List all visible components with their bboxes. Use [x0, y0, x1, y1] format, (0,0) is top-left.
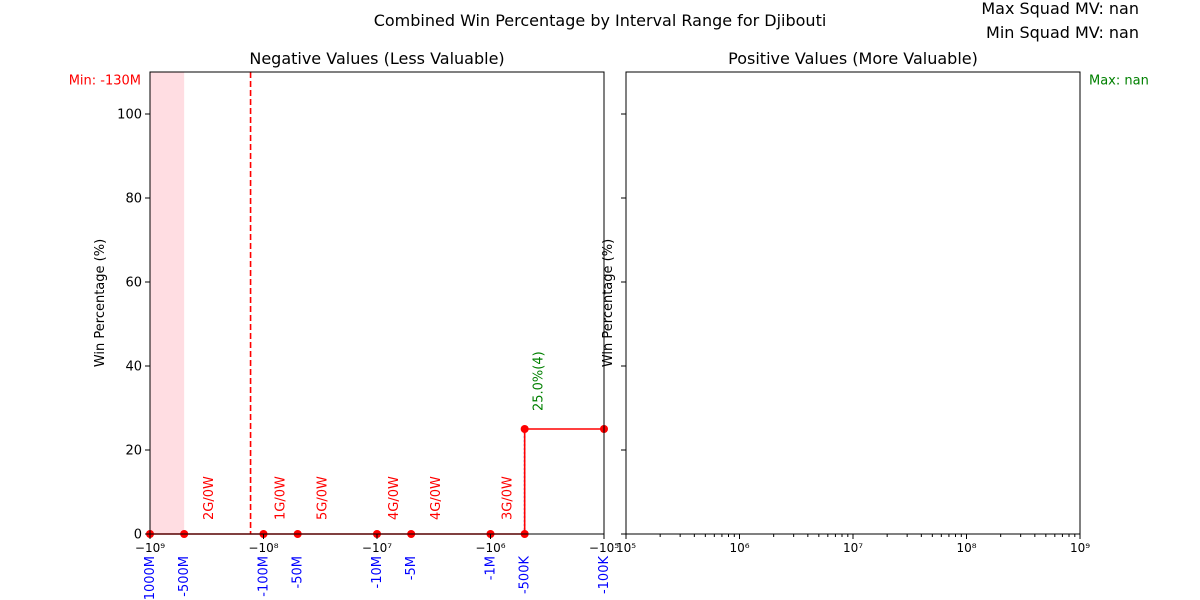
- x-tick-label: 10⁵: [616, 541, 636, 555]
- axes-frame: [625, 71, 1081, 535]
- x-tick-label: 10⁸: [956, 541, 976, 555]
- games-annotation: 2G/0W: [202, 476, 217, 520]
- min-marker-label: Min: -130M: [69, 74, 141, 89]
- interval-label: -1000M: [143, 556, 158, 600]
- max-marker-label: Max: nan: [1089, 74, 1149, 89]
- max-squad-mv-label: Max Squad MV: nan: [981, 0, 1139, 18]
- panel-title: Negative Values (Less Valuable): [249, 49, 504, 68]
- negative-values-panel: Min: -130M 2G/0W 1G/0W 5G/0W 4G/0W 4G/0W 3G/0W…: [69, 49, 620, 600]
- positive-values-panel: Positive Values (More Valuable) Win Perce…: [601, 49, 1149, 555]
- axes-frame: [149, 71, 605, 535]
- interval-label: -100M: [257, 556, 272, 597]
- y-tick-label: 20: [125, 444, 142, 459]
- x-tick-label: −10⁸: [248, 541, 278, 555]
- x-tick-label: −10⁹: [135, 541, 165, 555]
- shaded-range: [150, 72, 185, 534]
- games-annotation: 1G/0W: [274, 476, 289, 520]
- x-tick-label: −10⁶: [475, 541, 505, 555]
- interval-label: -10M: [370, 556, 385, 588]
- figure-title: Combined Win Percentage by Interval Rang…: [374, 11, 827, 30]
- interval-label: -1M: [484, 556, 499, 580]
- win-annotation: 25.0%(4): [532, 351, 547, 411]
- y-tick-label: 40: [125, 360, 142, 375]
- interval-label: -500K: [518, 556, 533, 595]
- games-annotation: 4G/0W: [429, 476, 444, 520]
- series-line: [150, 428, 604, 535]
- games-annotation: 4G/0W: [387, 476, 402, 520]
- x-tick-label: −10⁵: [589, 541, 619, 555]
- x-tick-label: 10⁷: [843, 541, 863, 555]
- y-tick-label: 60: [125, 276, 142, 291]
- panel-title: Positive Values (More Valuable): [728, 49, 978, 68]
- y-axis-label: Win Percentage (%): [93, 239, 108, 367]
- x-tick-label: 10⁹: [1070, 541, 1090, 555]
- games-annotation: 3G/0W: [501, 476, 516, 520]
- y-tick-label: 100: [117, 108, 142, 123]
- y-tick-label: 80: [125, 192, 142, 207]
- x-tick-label: −10⁷: [362, 541, 392, 555]
- min-squad-mv-label: Min Squad MV: nan: [986, 23, 1139, 42]
- data-point: [520, 425, 529, 433]
- interval-label: -5M: [404, 556, 419, 580]
- games-annotation: 5G/0W: [315, 476, 330, 520]
- interval-label: -50M: [291, 556, 306, 588]
- y-tick-label: 0: [134, 528, 142, 543]
- interval-label: -100K: [597, 556, 612, 595]
- x-tick-label: 10⁶: [729, 541, 749, 555]
- y-axis-label: Win Percentage (%): [601, 239, 616, 367]
- interval-label: -500M: [177, 556, 192, 597]
